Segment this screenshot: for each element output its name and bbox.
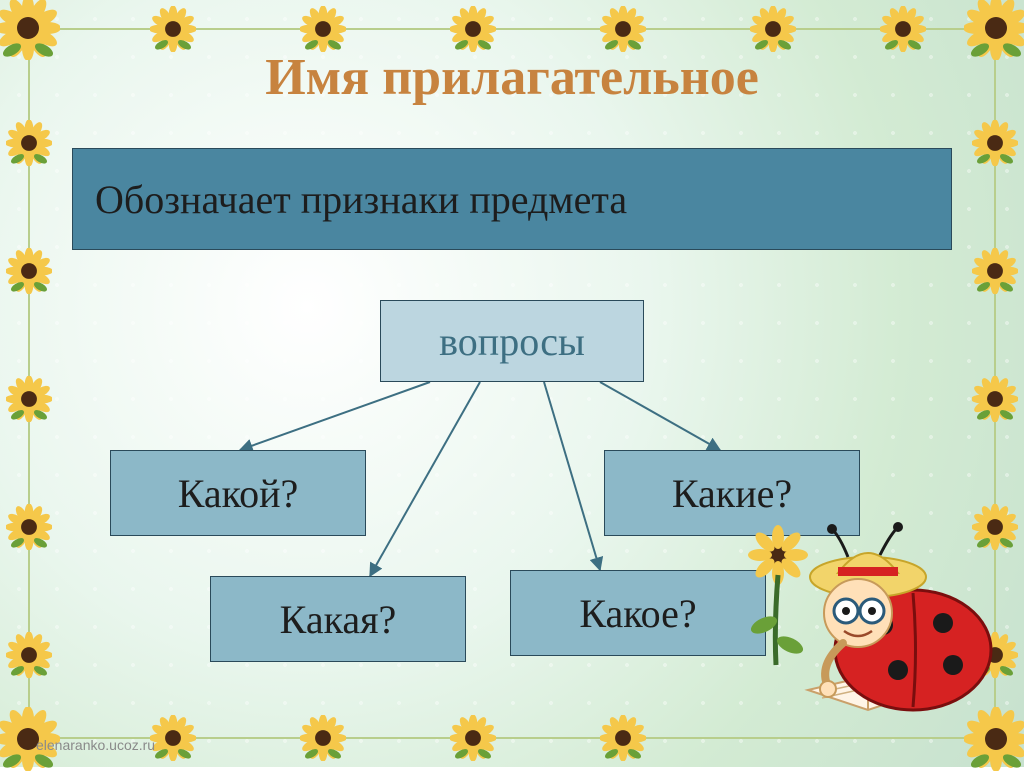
question-box: Какой?: [110, 450, 366, 536]
sunflower-icon: [880, 6, 926, 52]
sunflower-icon: [450, 6, 496, 52]
sunflower-icon: [750, 6, 796, 52]
sunflower-icon: [300, 715, 346, 761]
sunflower-icon: [150, 6, 196, 52]
slide-background: Имя прилагательное Обозначает признаки п…: [0, 0, 1024, 767]
question-text: Какие?: [672, 470, 792, 517]
sunflower-icon: [972, 376, 1018, 422]
sunflower-icon: [600, 6, 646, 52]
question-text: Какой?: [178, 470, 298, 517]
sunflower-icon: [600, 715, 646, 761]
question-box: Какая?: [210, 576, 466, 662]
sunflower-icon: [6, 376, 52, 422]
sunflower-icon: [300, 6, 346, 52]
slide-title: Имя прилагательное: [0, 48, 1024, 107]
sunflower-icon: [6, 632, 52, 678]
sunflower-icon: [972, 120, 1018, 166]
concept-box-main: Обозначает признаки предмета: [72, 148, 952, 250]
sunflower-icon: [6, 248, 52, 294]
sunflower-icon: [6, 504, 52, 550]
questions-label-box: вопросы: [380, 300, 644, 382]
sunflower-icon: [972, 248, 1018, 294]
sunflower-icon: [6, 120, 52, 166]
question-text: Какая?: [280, 596, 397, 643]
ladybug-character-icon: [748, 515, 1008, 745]
question-text: Какое?: [579, 590, 696, 637]
concept-text: Обозначает признаки предмета: [95, 176, 627, 223]
questions-label-text: вопросы: [439, 318, 585, 365]
watermark-text: elenaranko.ucoz.ru: [36, 737, 155, 753]
sunflower-icon: [150, 715, 196, 761]
question-box: Какое?: [510, 570, 766, 656]
sunflower-icon: [450, 715, 496, 761]
